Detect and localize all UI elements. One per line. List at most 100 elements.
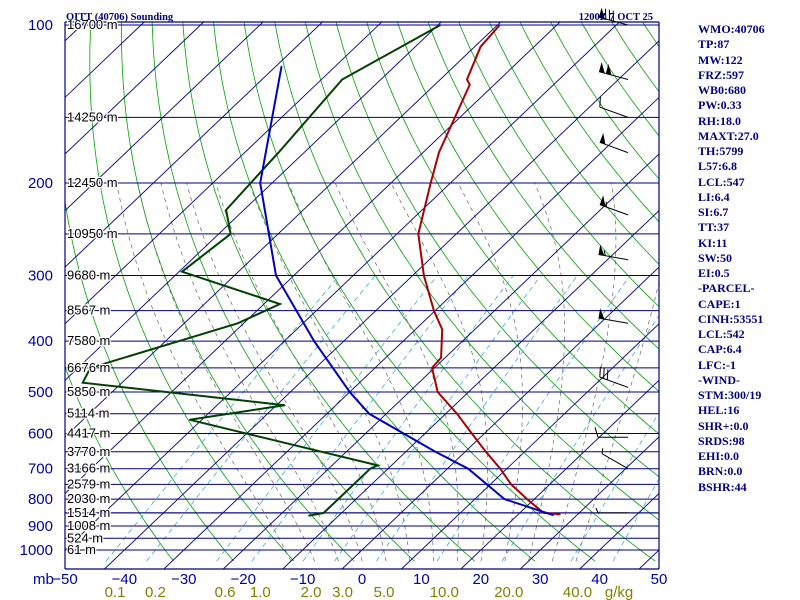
index-row: WB0:680	[698, 83, 746, 97]
index-row: RH:18.0	[698, 113, 741, 128]
data-point	[369, 467, 372, 470]
mixing-ratio-line	[216, 275, 438, 562]
data-point	[417, 233, 420, 235]
data-point	[559, 513, 561, 516]
wind-barb-flag	[599, 132, 606, 145]
data-point	[479, 45, 482, 48]
mixing-ratio-label: 5.0	[374, 584, 395, 600]
data-point	[552, 514, 554, 516]
pressure-tick-label: 700	[28, 461, 53, 478]
moist-adiabat	[186, 182, 363, 562]
index-row: -WIND-	[698, 372, 740, 387]
index-row: L57:6.8	[698, 159, 737, 174]
data-point	[436, 391, 439, 393]
mixing-ratio-label: 20.0	[494, 584, 523, 600]
height-label: 14250 m	[67, 109, 118, 124]
index-row: HEL:16	[698, 403, 740, 418]
moist-adiabat	[249, 182, 411, 562]
mixing-ratio-label: 2.0	[301, 584, 322, 600]
mixing-ratio-line	[105, 275, 340, 562]
data-point	[322, 512, 325, 514]
wind-barb	[599, 132, 629, 154]
isotherm	[65, 22, 501, 438]
data-point	[431, 367, 433, 369]
wind-barb	[598, 7, 629, 26]
wind-barb	[598, 62, 629, 80]
isotherm	[341, 266, 659, 569]
wind-barb-half-feather	[595, 507, 599, 514]
index-row: EHI:0.0	[698, 449, 740, 463]
data-point	[438, 151, 440, 154]
data-point	[499, 24, 501, 26]
y-axis-label: mb	[33, 571, 54, 588]
index-row: MW:122	[698, 52, 743, 67]
wind-barb-staff	[599, 106, 629, 118]
wind-barb	[594, 427, 628, 438]
wind-barb-staff	[598, 317, 629, 324]
data-point	[259, 182, 262, 184]
height-label: 8567 m	[67, 303, 110, 318]
temperature-tick-label: −10	[290, 571, 315, 588]
mixing-ratio-line	[501, 314, 659, 562]
index-row: STM:300/19	[698, 388, 762, 402]
moist-adiabat	[390, 182, 488, 562]
wind-barb	[599, 366, 629, 388]
temperature-tick-label: 10	[413, 571, 430, 588]
pressure-tick-label: 100	[28, 17, 53, 34]
dry-adiabat	[65, 365, 174, 562]
height-label: 61 m	[67, 542, 96, 557]
isotherm	[401, 323, 659, 569]
data-point	[225, 209, 227, 211]
data-point	[526, 498, 528, 500]
mixing-ratio-label: 3.0	[332, 584, 353, 600]
index-row: LFC:-1	[698, 357, 736, 372]
wind-barb-feather	[599, 366, 601, 378]
data-point	[229, 233, 232, 235]
isotherm	[65, 22, 561, 495]
height-label: 2030 m	[67, 491, 110, 506]
mixing-ratio-label: 0.1	[105, 584, 126, 600]
mixing-ratio-label: 40.0	[563, 584, 592, 600]
index-row: SHR+:0.0	[698, 418, 749, 433]
height-label: 1008 m	[67, 518, 110, 533]
index-row: EI:0.5	[698, 266, 730, 280]
wind-barb-feather	[606, 369, 609, 380]
height-label: 1514 m	[67, 505, 110, 520]
moist-adiabat	[137, 182, 316, 562]
wind-barb-feather	[594, 427, 599, 438]
data-point	[439, 24, 442, 26]
wind-barb-flag	[599, 62, 605, 74]
wind-barb-flag	[598, 244, 605, 256]
mixing-ratio-label: g/kg	[605, 584, 633, 600]
moist-adiabat	[116, 182, 292, 562]
index-row: SRDS:98	[698, 433, 745, 448]
pressure-tick-label: 200	[28, 175, 53, 192]
height-label: 2579 m	[67, 476, 110, 491]
wind-barb	[598, 244, 629, 261]
wind-barb-feather	[599, 96, 601, 108]
chart-title: OITT (40706) Sounding	[66, 12, 174, 23]
pressure-tick-label: 400	[28, 333, 53, 350]
index-row: WMO:40706	[698, 22, 765, 36]
isotherm	[65, 22, 204, 155]
background-grid	[65, 22, 659, 569]
mixing-ratio-line	[334, 275, 542, 562]
index-row: TP:87	[698, 37, 730, 52]
temperature-tick-label: −50	[52, 571, 77, 588]
data-point	[275, 274, 277, 277]
wind-barb	[599, 96, 629, 118]
data-point	[510, 483, 512, 486]
data-point	[337, 498, 340, 500]
height-label: 5850 m	[67, 384, 110, 399]
wind-barb-half-feather	[603, 250, 606, 256]
data-point	[466, 78, 468, 81]
data-point	[440, 356, 442, 359]
wind-barb-half-feather	[601, 448, 604, 454]
data-point	[341, 78, 344, 81]
temperature-tick-label: 40	[591, 571, 608, 588]
isotherm	[222, 153, 659, 569]
moist-adiabat	[575, 280, 659, 562]
index-row: LCL:547	[698, 174, 745, 189]
